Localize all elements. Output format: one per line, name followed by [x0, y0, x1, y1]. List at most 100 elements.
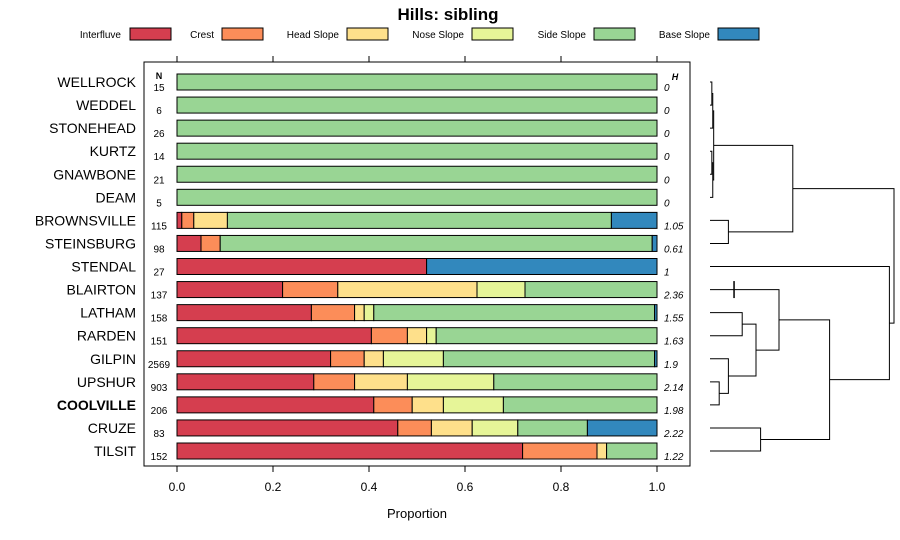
h-value-cruze: 2.22: [663, 429, 684, 440]
bar-segment-latham-nose-slope: [363, 304, 375, 322]
h-value-kurtz: 0: [664, 152, 670, 163]
row-label-stonehead: STONEHEAD: [49, 120, 136, 136]
bar-segment-rarden-side-slope: [435, 327, 658, 345]
row-label-deam: DEAM: [96, 189, 136, 205]
x-tick-label-0: 0.0: [169, 480, 186, 494]
n-value-steinsburg: 98: [153, 244, 165, 255]
bar-segment-blairton-side-slope: [524, 281, 658, 299]
bar-segment-gnawbone-side-slope: [176, 165, 658, 183]
n-value-stonehead: 26: [153, 129, 165, 140]
bar-segment-brownsville-head-slope: [193, 211, 228, 229]
n-value-upshur: 903: [151, 383, 168, 394]
n-value-rarden: 151: [151, 337, 168, 348]
bar-segment-steinsburg-base-slope: [651, 234, 658, 252]
dendrogram-link-6: [713, 144, 794, 233]
n-value-weddel: 6: [156, 106, 162, 117]
bar-segment-latham-base-slope: [654, 304, 658, 322]
bar-segment-blairton-crest: [282, 281, 339, 299]
bar-segment-brownsville-side-slope: [226, 211, 612, 229]
x-tick-label-4: 0.8: [553, 480, 570, 494]
bar-segment-coolville-nose-slope: [442, 396, 504, 414]
bar-segment-gilpin-crest: [330, 350, 365, 368]
row-label-blairton: BLAIRTON: [66, 282, 136, 298]
row-label-brownsville: BROWNSVILLE: [35, 212, 136, 228]
bar-segment-brownsville-crest: [181, 211, 195, 229]
h-value-stonehead: 0: [664, 129, 670, 140]
bar-segment-stonehead-side-slope: [176, 119, 658, 137]
x-axis-title: Proportion: [387, 506, 447, 521]
bar-segment-coolville-crest: [373, 396, 413, 414]
legend-label-interfluve: Interfluve: [80, 30, 122, 41]
dendrogram-link-11: [710, 289, 780, 351]
n-value-cruze: 83: [153, 429, 165, 440]
n-value-deam: 5: [156, 198, 162, 209]
bar-segment-tilsit-head-slope: [596, 442, 608, 460]
bar-segment-latham-crest: [310, 304, 356, 322]
h-value-stendal: 1: [664, 268, 670, 279]
n-value-tilsit: 152: [151, 452, 168, 463]
legend-swatch-head-slope: [346, 27, 389, 41]
bar-segment-stendal-interfluve: [176, 258, 428, 275]
bar-segment-steinsburg-crest: [200, 234, 221, 252]
legend-label-crest: Crest: [190, 30, 214, 41]
chart-title: Hills: sibling: [397, 5, 498, 24]
bar-segment-upshur-head-slope: [354, 373, 408, 391]
dendrogram-link-5: [710, 219, 729, 244]
n-value-blairton: 137: [151, 291, 168, 302]
h-value-latham: 1.55: [664, 314, 684, 325]
h-value-weddel: 0: [664, 106, 670, 117]
bar-segment-coolville-side-slope: [502, 396, 658, 414]
bar-segment-kurtz-side-slope: [176, 142, 658, 160]
bar-segment-cruze-side-slope: [517, 419, 588, 437]
row-label-wellrock: WELLROCK: [57, 74, 136, 90]
h-value-upshur: 2.14: [663, 383, 684, 394]
h-value-blairton: 2.36: [663, 291, 684, 302]
bar-segment-tilsit-side-slope: [606, 442, 658, 460]
n-value-coolville: 206: [151, 406, 168, 417]
legend-swatch-interfluve: [129, 27, 172, 41]
bar-segment-coolville-head-slope: [411, 396, 444, 414]
bar-segment-latham-side-slope: [373, 304, 656, 322]
bar-segment-upshur-nose-slope: [406, 373, 495, 391]
n-value-gilpin: 2569: [148, 360, 171, 371]
row-label-latham: LATHAM: [80, 305, 136, 321]
legend-label-head-slope: Head Slope: [287, 30, 340, 41]
h-value-brownsville: 1.05: [664, 221, 684, 232]
row-label-steinsburg: STEINSBURG: [45, 235, 136, 251]
bar-segment-upshur-side-slope: [493, 373, 658, 391]
legend-swatch-base-slope: [717, 27, 760, 41]
row-label-weddel: WEDDEL: [76, 97, 136, 113]
legend: Interfluve Crest Head Slope Nose Slope Side …: [80, 27, 760, 41]
row-label-tilsit: TILSIT: [94, 443, 136, 459]
legend-swatch-nose-slope: [471, 27, 514, 41]
dendrogram-link-14: [710, 266, 890, 381]
n-value-gnawbone: 21: [153, 175, 165, 186]
x-tick-label-2: 0.4: [361, 480, 378, 494]
row-label-coolville: COOLVILLE: [57, 397, 136, 413]
bar-segment-cruze-head-slope: [430, 419, 473, 437]
h-value-steinsburg: 0.61: [664, 244, 683, 255]
dendrogram-link-13: [760, 319, 831, 440]
bar-segment-cruze-interfluve: [176, 419, 399, 437]
bar-segment-tilsit-crest: [522, 442, 598, 460]
bar-segment-deam-side-slope: [176, 188, 658, 206]
legend-swatch-side-slope: [593, 27, 636, 41]
bar-segment-rarden-nose-slope: [426, 327, 437, 345]
n-value-kurtz: 14: [153, 152, 165, 163]
bar-segment-weddel-side-slope: [176, 96, 658, 114]
dendrogram-link-15: [792, 188, 895, 324]
row-label-gnawbone: GNAWBONE: [53, 166, 136, 182]
bar-segment-gilpin-head-slope: [363, 350, 384, 368]
row-label-stendal: STENDAL: [71, 259, 136, 275]
legend-label-nose-slope: Nose Slope: [412, 30, 464, 41]
legend-label-base-slope: Base Slope: [659, 30, 711, 41]
dendrogram-link-2: [710, 150, 713, 175]
h-column-header: H: [672, 72, 679, 82]
dendrogram-link-8: [710, 381, 720, 406]
bar-segment-blairton-nose-slope: [476, 281, 526, 299]
legend-swatch-crest: [221, 27, 264, 41]
h-value-coolville: 1.98: [664, 406, 684, 417]
bar-segment-upshur-interfluve: [176, 373, 315, 391]
bar-segment-rarden-interfluve: [176, 327, 372, 345]
